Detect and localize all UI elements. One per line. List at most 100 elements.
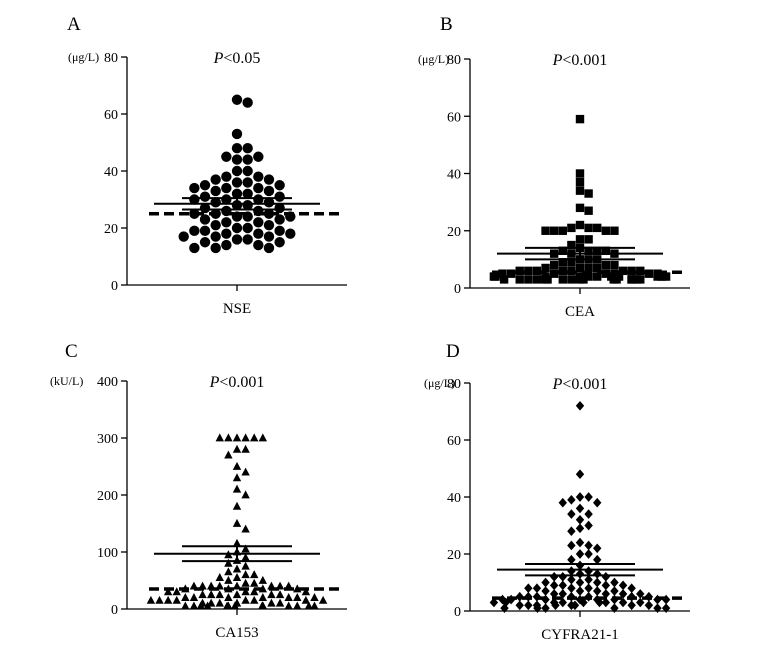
figure-canvas: A(μg/L) P<0.05020406080NSEB(μg/L) P<0.0010… <box>0 0 773 655</box>
data-point <box>593 586 601 596</box>
y-tick-label: 20 <box>447 548 461 563</box>
data-point <box>584 583 592 593</box>
data-point <box>610 227 618 235</box>
data-point <box>602 261 610 269</box>
data-point <box>250 570 258 578</box>
data-point <box>181 593 189 601</box>
data-point <box>200 214 210 224</box>
data-point <box>284 602 292 610</box>
data-point <box>559 572 567 582</box>
data-point <box>576 235 584 243</box>
data-point <box>259 593 267 601</box>
data-point <box>224 433 232 441</box>
data-point <box>221 172 231 182</box>
data-point <box>541 586 549 596</box>
data-point <box>241 445 249 453</box>
data-point <box>242 154 252 164</box>
data-point <box>276 599 284 607</box>
data-point <box>250 579 258 587</box>
y-tick-label: 80 <box>447 377 461 392</box>
data-point <box>500 275 508 283</box>
data-point <box>576 549 584 559</box>
data-point <box>210 174 220 184</box>
data-point <box>576 538 584 548</box>
data-point <box>593 224 601 232</box>
data-point <box>250 596 258 604</box>
data-point <box>567 495 575 505</box>
data-point <box>516 275 524 283</box>
data-point <box>242 234 252 244</box>
data-point <box>216 433 224 441</box>
data-point <box>533 275 541 283</box>
y-tick-label: 0 <box>111 279 118 294</box>
data-point <box>200 237 210 247</box>
data-point <box>610 578 618 588</box>
data-point <box>242 143 252 153</box>
data-point <box>190 593 198 601</box>
data-point <box>602 581 610 591</box>
y-tick-label: 20 <box>447 225 461 240</box>
data-point <box>533 583 541 593</box>
data-point <box>576 578 584 588</box>
chart-panel-B: B(μg/L) P<0.001020406080CEA <box>418 14 690 320</box>
data-point <box>210 186 220 196</box>
data-point <box>579 275 587 283</box>
data-point <box>232 177 242 187</box>
p-value-title: P<0.05 <box>213 50 261 67</box>
data-point <box>179 231 189 241</box>
data-point <box>241 562 249 570</box>
data-point <box>576 115 584 123</box>
data-point <box>550 581 558 591</box>
data-point <box>216 573 224 581</box>
data-point <box>576 586 584 596</box>
x-axis-label: CEA <box>565 304 595 320</box>
p-value-threshold: <0.001 <box>562 52 607 69</box>
data-point <box>567 583 575 593</box>
data-point <box>274 226 284 236</box>
data-point <box>576 221 584 229</box>
data-point <box>584 509 592 519</box>
data-point <box>241 579 249 587</box>
data-point <box>264 243 274 253</box>
data-point <box>576 515 584 525</box>
data-point <box>524 275 532 283</box>
data-point <box>516 600 524 610</box>
data-point <box>593 543 601 553</box>
p-value-symbol: P <box>552 376 563 393</box>
y-unit-label: (kU/L) <box>50 374 83 388</box>
data-point <box>567 275 575 283</box>
data-point <box>250 433 258 441</box>
y-tick-label: 200 <box>97 489 118 504</box>
y-tick-label: 0 <box>454 282 461 297</box>
y-tick-label: 0 <box>111 603 118 618</box>
data-point <box>241 490 249 498</box>
data-point <box>267 599 275 607</box>
data-point <box>216 590 224 598</box>
data-point <box>232 129 242 139</box>
x-axis-label: NSE <box>223 301 251 317</box>
data-point <box>233 502 241 510</box>
data-point <box>610 261 618 269</box>
data-point <box>576 524 584 534</box>
data-point <box>173 596 181 604</box>
data-point <box>584 235 592 243</box>
data-point <box>576 504 584 514</box>
data-point <box>284 593 292 601</box>
data-point <box>242 166 252 176</box>
data-point <box>576 169 584 177</box>
data-point <box>207 590 215 598</box>
data-point <box>224 559 232 567</box>
data-point <box>181 602 189 610</box>
y-unit-label: (μg/L) <box>418 52 449 66</box>
data-point <box>210 220 220 230</box>
chart-panel-C: C (kU/L) P<0.001 0 100 200 300 400 CA153 <box>50 341 347 641</box>
data-point <box>264 231 274 241</box>
y-tick-label: 20 <box>104 222 118 237</box>
data-point <box>221 152 231 162</box>
data-point <box>576 186 584 194</box>
data-point <box>584 492 592 502</box>
y-tick-label: 80 <box>104 51 118 66</box>
data-point <box>232 223 242 233</box>
data-point <box>310 593 318 601</box>
data-point <box>576 178 584 186</box>
